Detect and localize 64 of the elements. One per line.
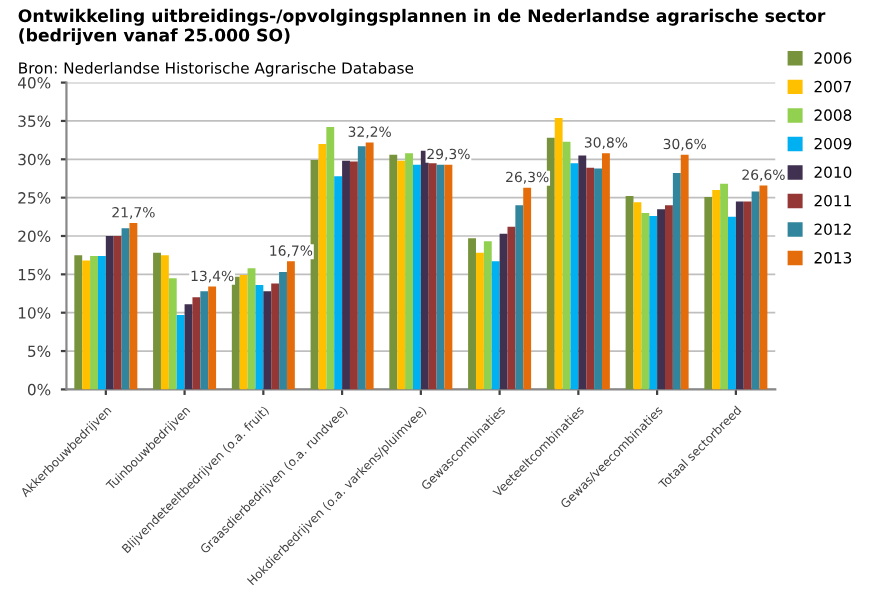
bar — [728, 216, 736, 390]
bar — [586, 167, 595, 390]
bar — [129, 222, 138, 390]
bar — [475, 252, 484, 390]
bar — [263, 291, 272, 390]
bar — [113, 236, 122, 390]
bar — [704, 196, 713, 390]
bar — [231, 276, 240, 390]
bar — [153, 252, 161, 390]
bar — [74, 255, 83, 390]
bar — [483, 241, 492, 390]
bar — [420, 150, 429, 390]
bar — [570, 163, 579, 390]
bar — [271, 283, 280, 390]
bar — [397, 160, 406, 390]
bar — [176, 315, 185, 390]
bar — [342, 160, 350, 390]
bar — [507, 226, 516, 390]
bar — [720, 183, 728, 390]
bar — [515, 205, 524, 390]
bar — [279, 272, 287, 390]
bar — [365, 142, 374, 390]
bar — [554, 117, 563, 390]
bar — [759, 185, 768, 390]
bar — [200, 291, 209, 390]
bar — [208, 286, 217, 390]
bar — [523, 187, 532, 390]
bar — [160, 255, 169, 390]
bar — [712, 189, 721, 390]
bar — [412, 164, 421, 390]
bar — [649, 216, 658, 390]
bar — [491, 261, 500, 390]
bar — [672, 173, 681, 390]
bar — [255, 285, 264, 390]
bar — [468, 238, 476, 390]
bar — [82, 260, 91, 390]
bar — [641, 212, 650, 390]
bar — [664, 205, 673, 390]
bar — [97, 255, 106, 390]
bar — [657, 209, 665, 390]
bar — [680, 154, 689, 390]
bar — [735, 201, 744, 390]
bar — [318, 143, 327, 390]
bar — [286, 261, 295, 390]
bar — [578, 155, 587, 390]
bar — [105, 236, 114, 390]
bar — [633, 202, 642, 390]
bar — [239, 275, 248, 390]
bar — [90, 255, 98, 390]
bar — [444, 164, 453, 390]
bar — [594, 168, 602, 390]
bar — [546, 137, 555, 390]
bar — [389, 154, 398, 390]
chart-title: Ontwikkeling uitbreidings-/opvolgingsplannen in de Nederlandse agrarische sector (bedrijven vanaf 25.000 SO) — [18, 8, 826, 46]
bar — [168, 278, 177, 390]
bar — [334, 176, 343, 390]
bar — [349, 161, 358, 390]
bar — [743, 201, 752, 390]
bar — [405, 153, 413, 390]
bar — [601, 153, 610, 390]
bar — [357, 146, 366, 390]
bar — [428, 163, 437, 390]
bar — [192, 297, 201, 390]
bar — [326, 127, 335, 390]
